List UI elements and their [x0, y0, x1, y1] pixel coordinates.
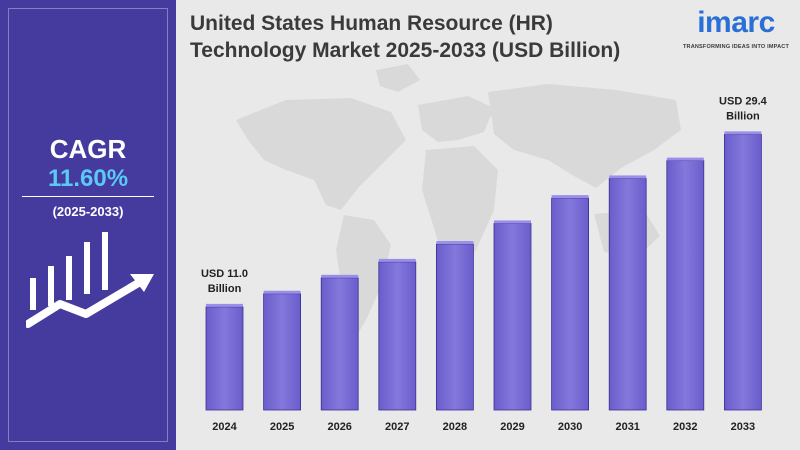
x-tick-label: 2030: [558, 421, 582, 433]
logo-tagline: TRANSFORMING IDEAS INTO IMPACT: [682, 44, 790, 50]
panel-frame: [8, 8, 168, 442]
bar-top-2028: [436, 241, 474, 245]
bar-2025: [263, 293, 301, 411]
x-tick-label: 2032: [673, 421, 697, 433]
chart-panel: 2024 2025 2026 2027 2028 2029 2030 2031 2032 2033…: [176, 0, 800, 450]
cagr-divider: [22, 196, 154, 197]
x-tick-label: 2033: [731, 421, 755, 433]
data-label-2033: USD 29.4: [719, 95, 768, 107]
x-tick-label: 2028: [443, 421, 467, 433]
x-tick-label: 2029: [500, 421, 524, 433]
data-label-unit-2033: Billion: [726, 110, 760, 122]
x-tick-label: 2024: [212, 421, 237, 433]
bar-2030: [551, 197, 590, 411]
title-line-1: United States Human Resource (HR): [190, 12, 553, 35]
bar-top-2030: [551, 195, 589, 199]
growth-chart-icon: [26, 232, 154, 328]
bar-top-2031: [609, 175, 647, 179]
bar-top-2025: [263, 290, 301, 294]
bar-2031: [608, 178, 647, 411]
bar-series: 2024 2025 2026 2027 2028 2029 2030 2031 2032 2033…: [201, 95, 768, 433]
bar-top-2024: [206, 303, 243, 307]
logo-wordmark: imarc: [697, 6, 775, 39]
cagr-panel: CAGR 11.60% (2025-2033): [0, 0, 176, 450]
chart-area: 2024 2025 2026 2027 2028 2029 2030 2031 2032 2033…: [201, 64, 768, 433]
title-line-2: Technology Market 2025-2033 (USD Billion…: [190, 39, 621, 62]
x-tick-label: 2031: [615, 421, 639, 433]
bar-2029: [493, 223, 532, 411]
data-label-2024: USD 11.0: [201, 268, 248, 280]
bar-2024: [205, 306, 244, 411]
x-tick-label: 2027: [385, 421, 409, 433]
bar-2032: [666, 160, 705, 411]
bar-2027: [378, 261, 417, 411]
bar-top-2029: [494, 220, 531, 224]
x-tick-label: 2025: [270, 421, 294, 433]
imarc-logo: imarc TRANSFORMING IDEAS INTO IMPACT: [680, 6, 792, 54]
bar-2026: [320, 277, 359, 411]
bar-top-2027: [378, 258, 416, 262]
cagr-value: 11.60%: [47, 165, 129, 192]
cagr-label: CAGR: [49, 134, 127, 164]
bar-top-2026: [321, 274, 359, 278]
bar-2028: [435, 243, 474, 411]
bar-2033: [724, 133, 762, 411]
chart-title: United States Human Resource (HR) Techno…: [190, 10, 670, 64]
x-tick-label: 2026: [327, 421, 351, 433]
data-label-unit-2024: Billion: [208, 283, 242, 295]
bar-top-2032: [666, 157, 704, 161]
bar-top-2033: [724, 131, 762, 135]
world-map-background: [236, 64, 681, 340]
cagr-period: (2025-2033): [52, 204, 124, 219]
